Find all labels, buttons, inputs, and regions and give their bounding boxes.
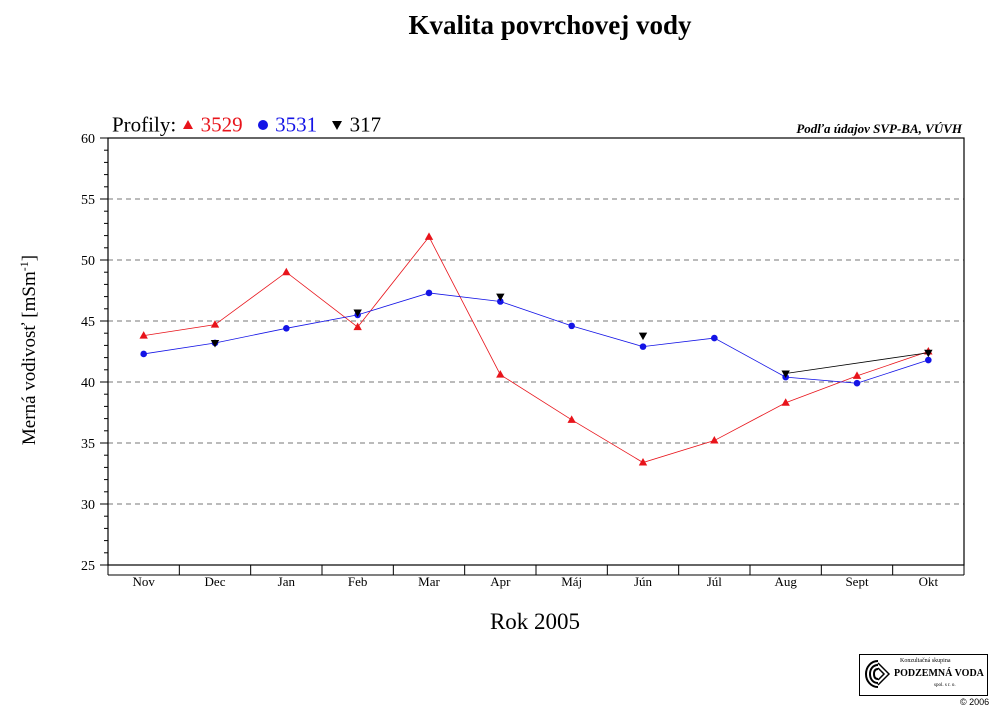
- x-tick-label: Sept: [845, 574, 869, 589]
- data-point-317: [781, 370, 790, 378]
- y-axis-label-text: Merná vodivosť [mSm: [19, 271, 41, 446]
- series-line-3529: [143, 236, 929, 463]
- data-point-3529: [852, 371, 862, 379]
- logo-main-text: PODZEMNÁ VODA: [894, 668, 984, 679]
- data-point-3531: [853, 379, 861, 387]
- y-axis-label-end: ]: [19, 254, 41, 262]
- legend-label-3529: 3529: [200, 112, 243, 137]
- y-tick-label: 45: [81, 315, 95, 330]
- x-tick-label: Nov: [132, 574, 155, 589]
- legend-label-3531: 3531: [275, 112, 318, 137]
- data-point-3531: [140, 350, 147, 358]
- x-tick-label: Mar: [418, 574, 440, 589]
- x-tick-label: Máj: [561, 574, 582, 589]
- copyright: © 2006: [960, 697, 990, 707]
- data-point-3529: [638, 458, 648, 466]
- podzemna-voda-logo-mark-icon: [864, 660, 891, 688]
- source-note: Podľa údajov SVP-BA, VÚVH: [796, 121, 962, 136]
- x-tick-label: Jan: [278, 574, 296, 589]
- data-point-3531: [925, 356, 932, 364]
- data-point-3529: [781, 398, 790, 406]
- legend-marker-3529: [181, 113, 195, 138]
- x-axis-label: Rok 2005: [489, 609, 581, 634]
- plot-frame: [107, 137, 965, 566]
- data-point-317: [353, 309, 362, 317]
- legend-marker-317: [330, 113, 344, 138]
- y-axis-label-sup: -1: [16, 261, 31, 272]
- y-tick-label: 40: [81, 376, 95, 391]
- series-line-3531: [143, 292, 929, 384]
- y-tick-label: 35: [81, 437, 95, 452]
- data-point-3529: [210, 320, 220, 328]
- data-point-3529: [567, 415, 576, 423]
- data-point-3529: [353, 322, 362, 331]
- data-point-317: [210, 339, 220, 348]
- chart-title: Kvalita povrchovej vody: [408, 10, 692, 40]
- data-point-3529: [139, 331, 148, 339]
- data-point-3529: [496, 370, 505, 378]
- data-point-3529: [710, 436, 719, 444]
- data-point-3529: [424, 232, 434, 240]
- x-tick-label: Apr: [490, 574, 511, 589]
- data-point-3531: [639, 343, 647, 350]
- logo-top-text: Konzultačná skupina: [900, 658, 951, 664]
- y-tick-label: 60: [81, 132, 95, 147]
- data-point-3531: [497, 298, 504, 305]
- data-point-317: [496, 293, 505, 302]
- x-tick-label: Jún: [634, 574, 653, 589]
- x-tick-label: Okt: [919, 574, 939, 589]
- y-tick-label: 30: [81, 498, 95, 513]
- data-point-3531: [425, 289, 433, 297]
- y-tick-label: 25: [81, 559, 95, 574]
- data-point-3531: [568, 322, 575, 330]
- x-tick-label: Dec: [205, 574, 226, 589]
- y-tick-label: 50: [81, 254, 95, 269]
- legend-label-317: 317: [349, 112, 382, 137]
- data-point-317: [638, 332, 648, 341]
- data-point-317: [924, 349, 933, 358]
- y-axis-label: Merná vodivosť [mSm-1]: [17, 255, 41, 445]
- legend: Profily: 3529 3531 317: [112, 111, 381, 138]
- series-line-317: [785, 352, 929, 374]
- legend-title: Profily:: [112, 112, 177, 137]
- legend-marker-3531: [256, 113, 270, 138]
- x-tick-label: Feb: [348, 574, 368, 589]
- y-tick-label: 55: [81, 193, 95, 208]
- data-point-3529: [282, 267, 291, 276]
- logo-sub-text: spol. s r. o.: [934, 683, 956, 688]
- data-point-3531: [283, 325, 290, 332]
- x-tick-label: Aug: [774, 574, 797, 589]
- data-point-3531: [711, 334, 718, 342]
- x-tick-label: Júl: [707, 574, 723, 589]
- company-logo: Konzultačná skupina PODZEMNÁ VODA spol. …: [859, 654, 988, 696]
